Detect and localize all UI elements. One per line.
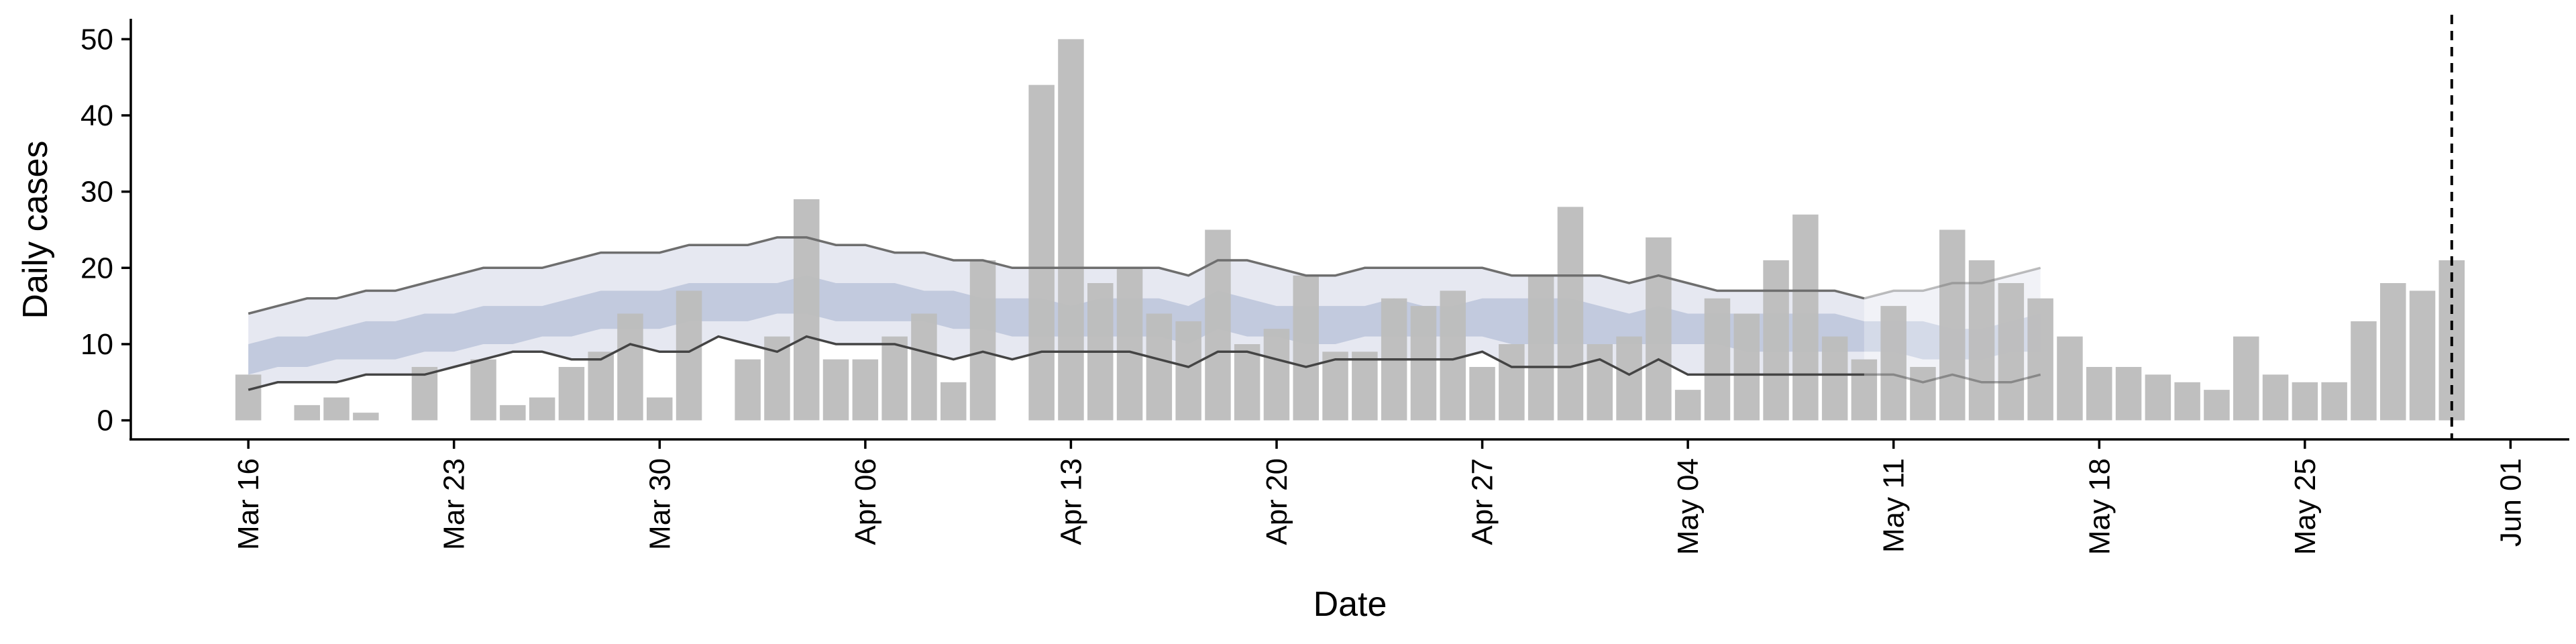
case-bar [1028,85,1055,421]
inner-band [248,275,1864,375]
lower-bound-line [248,335,1864,391]
y-tick-label: 10 [80,328,113,361]
case-bar [500,405,526,421]
case-bar [647,397,673,421]
case-bar [1880,306,1907,421]
case-bar [2321,382,2347,421]
case-bar [1792,214,1819,421]
case-bar [2027,298,2053,421]
case-bar [1410,306,1437,421]
y-tick-label: 30 [80,176,113,209]
x-tick-label: May 11 [1878,458,1911,553]
case-bar [676,290,702,421]
case-bar [529,397,555,421]
case-bar [852,359,879,421]
case-bar [2233,336,2259,421]
x-tick-label: Mar 23 [438,458,471,550]
case-bar [1352,352,1378,421]
x-tick-label: Mar 16 [232,458,265,550]
x-tick-label: May 04 [1672,458,1705,555]
case-bar [1469,367,1495,421]
x-tick-label: Apr 27 [1466,458,1499,545]
case-bar [558,367,585,421]
y-axis-title: Daily cases [16,141,55,319]
case-bar [1058,39,1084,421]
case-bar [1440,290,1466,421]
upper-bound-line-faded [1864,266,2041,300]
case-bar [235,374,262,421]
daily-case-bars [235,39,2465,421]
y-axis-ticks: 0 10 20 30 40 50 [80,23,131,437]
case-bar [822,359,849,421]
case-bar [941,382,967,421]
case-bar [1674,390,1701,421]
case-bar [617,313,643,421]
x-tick-label: May 18 [2083,458,2116,555]
case-bar [353,413,379,421]
case-bar [1263,329,1290,421]
x-tick-label: Apr 13 [1055,458,1087,545]
case-bar [1968,260,1995,421]
x-axis-ticks: Mar 16 Mar 23 Mar 30 Apr 06 Apr 13 Apr 20 Apr … [232,439,2527,555]
case-bar [294,405,320,421]
case-bar [1763,260,1789,421]
case-bar [1851,359,1878,421]
x-tick-label: Apr 06 [849,458,882,545]
projection-bound-lines [248,236,2041,391]
x-tick-label: Apr 20 [1260,458,1293,545]
lower-bound-line-faded [1864,373,2041,384]
case-bar [411,367,438,421]
x-axis-title: Date [1313,585,1387,624]
case-bar [1616,336,1642,421]
case-bar [2174,382,2200,421]
case-bar [588,352,614,421]
case-bar [2380,283,2406,421]
case-bar [1146,313,1173,421]
case-bar [1557,207,1584,421]
case-bar [2115,367,2142,421]
case-bar [1939,229,1966,421]
y-tick-label: 40 [80,99,113,132]
case-bar [2145,374,2171,421]
case-bar [1116,268,1143,421]
case-bar [1527,275,1554,421]
case-bar [1234,344,1260,421]
chart-axes [129,19,2569,441]
case-bar [911,313,937,421]
case-bar [2204,390,2230,421]
case-bar [1821,336,1848,421]
case-bar [1205,229,1231,421]
case-bar [2351,321,2377,421]
case-bar [1293,275,1319,421]
case-bar [1499,344,1525,421]
case-bar [2086,367,2112,421]
x-tick-label: Jun 01 [2494,458,2527,547]
case-bar [881,336,908,421]
case-bar [1175,321,1201,421]
case-bar [2292,382,2318,421]
case-bar [2057,336,2083,421]
case-bar [1733,313,1760,421]
case-bar [794,199,820,421]
x-tick-label: May 25 [2289,458,2322,555]
case-bar [1587,344,1613,421]
case-bar [1998,283,2025,421]
y-tick-label: 0 [97,405,113,437]
x-tick-label: Mar 30 [643,458,676,550]
upper-bound-line [248,236,1865,315]
y-tick-label: 50 [80,23,113,56]
case-bar [470,359,496,421]
case-bar [1322,352,1348,421]
case-bar [323,397,350,421]
case-bar [2262,374,2289,421]
y-tick-label: 20 [80,252,113,284]
case-bar [1704,298,1731,421]
case-bar [2409,290,2436,421]
case-bar [1910,367,1936,421]
case-bar [969,260,996,421]
case-bar [1646,237,1672,421]
case-bar [735,359,761,421]
